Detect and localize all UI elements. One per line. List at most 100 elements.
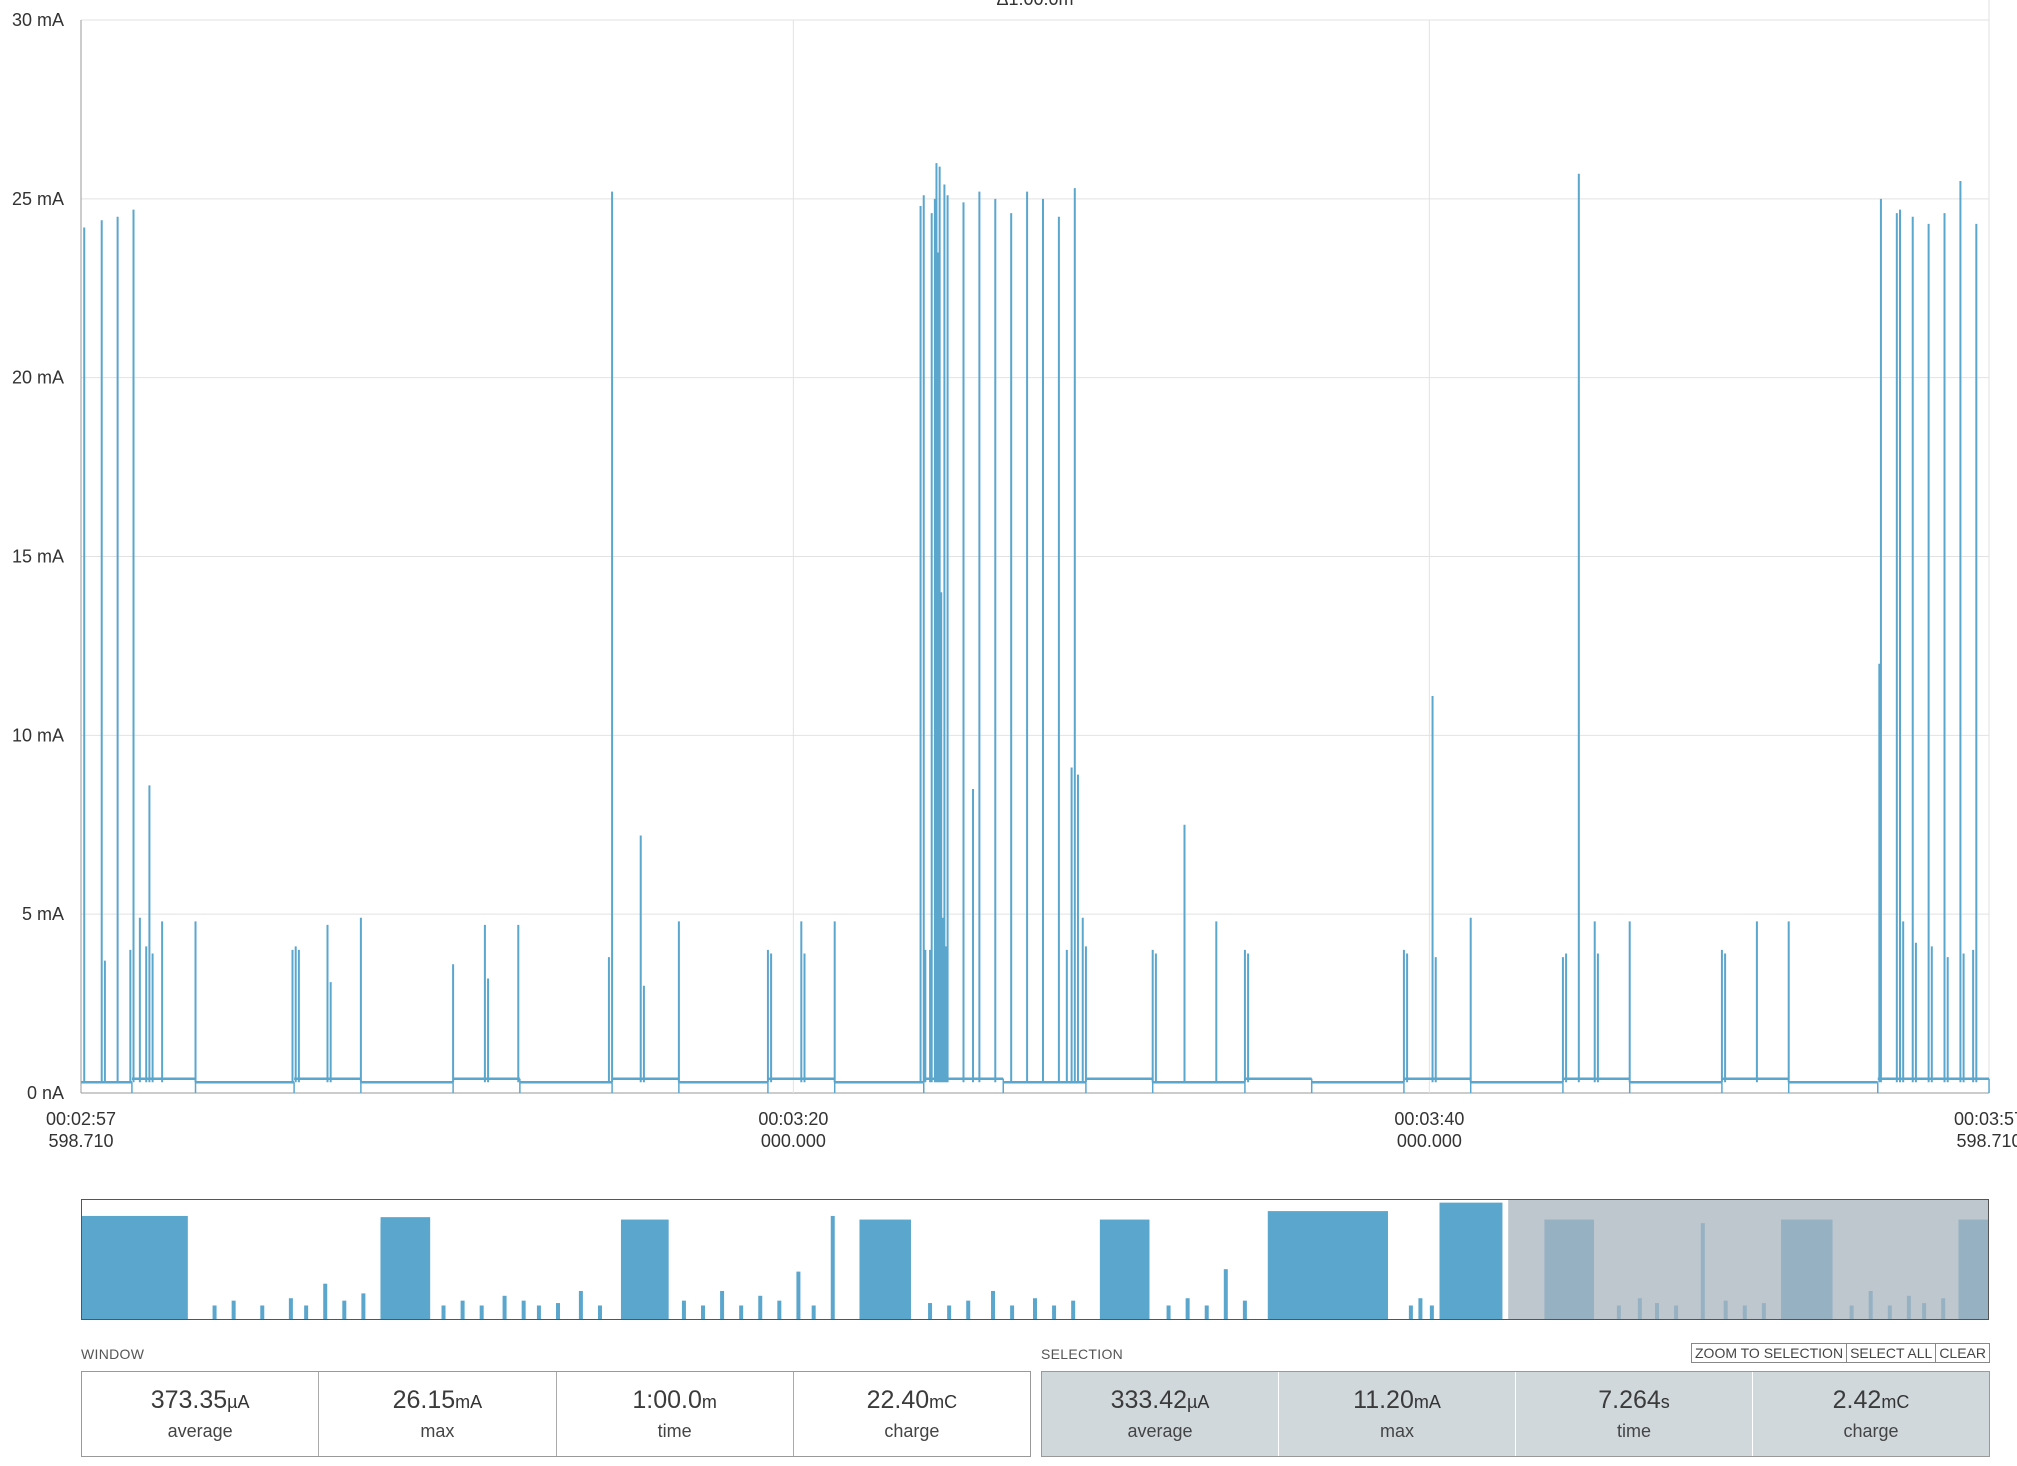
overview-spike xyxy=(1033,1298,1037,1320)
overview-spike xyxy=(460,1300,465,1320)
selection-title: SELECTION xyxy=(1041,1346,1124,1362)
overview-spike xyxy=(231,1300,236,1320)
overview-spike xyxy=(304,1305,309,1320)
window-title: WINDOW xyxy=(81,1346,145,1362)
window-average-unit: µA xyxy=(227,1392,250,1412)
overview-spike xyxy=(1242,1300,1247,1320)
overview-spike xyxy=(380,1223,385,1320)
window-charge-value: 22.40 xyxy=(866,1386,930,1414)
overview-spike xyxy=(758,1295,763,1320)
window-charge-label: charge xyxy=(884,1421,940,1441)
overview-spike xyxy=(928,1303,933,1320)
selection-charge-value: 2.42 xyxy=(1832,1386,1882,1414)
overview-spike xyxy=(1010,1305,1015,1320)
overview-spike xyxy=(1223,1269,1228,1320)
overview-spike xyxy=(536,1305,541,1320)
overview-block xyxy=(81,1215,188,1320)
overview-spike xyxy=(1052,1305,1057,1320)
overview-spike xyxy=(556,1303,560,1320)
selection-time-value: 7.264 xyxy=(1598,1386,1661,1414)
overview-chart[interactable] xyxy=(81,1199,1989,1320)
overview-spike xyxy=(830,1215,835,1320)
overview-spike xyxy=(1429,1305,1434,1320)
overview-spike xyxy=(441,1305,446,1320)
overview-spike xyxy=(796,1271,801,1320)
overview-spike xyxy=(1185,1298,1190,1320)
x-tick-ms: 000.000 xyxy=(1397,1131,1462,1151)
overview-spike xyxy=(260,1305,265,1320)
overview-spike xyxy=(323,1283,328,1320)
overview-spike xyxy=(739,1305,744,1320)
selection-charge: 2.42mC charge xyxy=(1753,1372,1989,1456)
selection-time-unit: s xyxy=(1660,1392,1670,1412)
window-time: 1:00.0m time xyxy=(557,1372,794,1456)
overview-spike xyxy=(361,1293,366,1320)
overview-spike xyxy=(1166,1305,1171,1320)
x-tick-ms: 598.710 xyxy=(1956,1131,2017,1151)
selection-max-unit: mA xyxy=(1413,1392,1441,1412)
y-tick-label: 20 mA xyxy=(12,368,64,388)
x-tick-ms: 598.710 xyxy=(48,1131,113,1151)
window-charge-unit: mC xyxy=(929,1392,958,1412)
overview-spike xyxy=(1204,1305,1209,1320)
x-tick-ms: 000.000 xyxy=(761,1131,826,1151)
window-max-unit: mA xyxy=(455,1392,483,1412)
zoom-to-selection-button[interactable]: ZOOM TO SELECTION xyxy=(1691,1343,1848,1363)
overview-spike xyxy=(1408,1305,1413,1320)
selection-time: 7.264s time xyxy=(1516,1372,1753,1456)
overview-frame xyxy=(81,1199,1989,1320)
window-average: 373.35µA average xyxy=(82,1372,320,1456)
overview-spike xyxy=(947,1305,952,1320)
overview-spike xyxy=(479,1305,484,1320)
selection-average: 333.42µA average xyxy=(1042,1372,1279,1456)
overview-selection[interactable] xyxy=(1508,1199,1989,1320)
selection-buttons: ZOOM TO SELECTION SELECT ALL CLEAR xyxy=(1691,1343,1990,1363)
overview-block xyxy=(1439,1202,1503,1320)
overview-spike xyxy=(521,1300,526,1320)
selection-average-unit: µA xyxy=(1187,1392,1210,1412)
overview-spike xyxy=(1071,1300,1076,1320)
overview-spike xyxy=(1418,1298,1423,1320)
window-stats: 373.35µA average 26.15mA max 1:00.0m tim… xyxy=(81,1371,1031,1457)
overview-spike xyxy=(342,1300,347,1320)
x-tick-time: 00:02:57 xyxy=(46,1109,116,1129)
x-axis: 00:02:57598.71000:03:20000.00000:03:4000… xyxy=(46,1109,2017,1151)
overview-spike xyxy=(578,1290,583,1320)
y-tick-label: 0 nA xyxy=(27,1083,64,1103)
selection-stats: 333.42µA average 11.20mA max 7.264s time… xyxy=(1041,1371,1990,1457)
clear-button[interactable]: CLEAR xyxy=(1935,1343,1990,1363)
x-tick-time: 00:03:57 xyxy=(1954,1109,2017,1129)
overview-spike xyxy=(777,1300,782,1320)
selection-time-label: time xyxy=(1616,1421,1651,1441)
overview-spike xyxy=(991,1290,996,1320)
window-max-value: 26.15 xyxy=(392,1386,456,1414)
overview-block xyxy=(859,1219,911,1320)
selection-charge-label: charge xyxy=(1843,1421,1899,1441)
chart-grid xyxy=(80,0,1990,1094)
y-tick-label: 25 mA xyxy=(12,189,64,209)
x-tick-time: 00:03:40 xyxy=(1394,1109,1464,1129)
selection-max: 11.20mA max xyxy=(1279,1372,1516,1456)
window-charge: 22.40mC charge xyxy=(794,1372,1030,1456)
window-average-value: 373.35 xyxy=(150,1386,228,1414)
y-axis: 0 nA 5 mA 10 mA 15 mA 20 mA 25 mA 30 mA xyxy=(12,10,64,1103)
selection-max-label: max xyxy=(1379,1421,1414,1441)
overview-spike xyxy=(212,1305,217,1320)
overview-spike xyxy=(681,1300,686,1320)
window-max-label: max xyxy=(420,1421,455,1441)
x-tick-time: 00:03:20 xyxy=(758,1109,828,1129)
window-average-label: average xyxy=(167,1421,233,1441)
overview-spike xyxy=(502,1295,507,1320)
overview-block xyxy=(1099,1219,1150,1320)
window-time-label: time xyxy=(657,1421,692,1441)
selection-max-value: 11.20 xyxy=(1353,1386,1414,1414)
selection-average-value: 333.42 xyxy=(1110,1386,1188,1414)
current-chart[interactable]: 0 nA 5 mA 10 mA 15 mA 20 mA 25 mA 30 mA 00:02:… xyxy=(0,0,2017,1180)
overview-spike xyxy=(720,1290,725,1320)
overview-spike xyxy=(288,1298,293,1320)
overview-block xyxy=(380,1217,431,1320)
select-all-button[interactable]: SELECT ALL xyxy=(1846,1343,1937,1363)
y-tick-label: 10 mA xyxy=(12,725,64,745)
window-time-value: 1:00.0 xyxy=(632,1386,702,1414)
overview-block xyxy=(1267,1211,1388,1320)
